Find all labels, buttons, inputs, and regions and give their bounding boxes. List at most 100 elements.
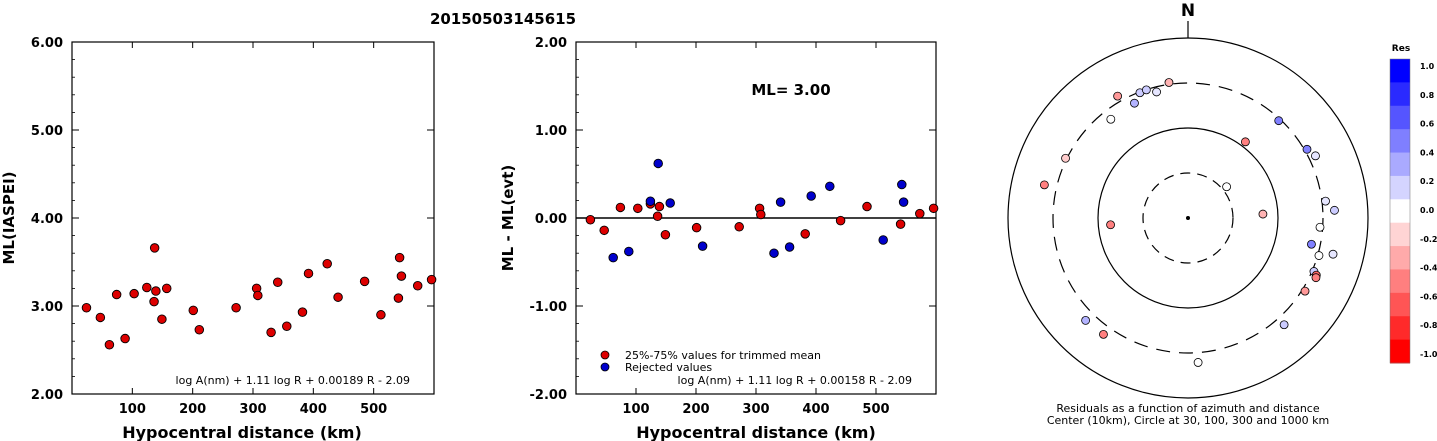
circle-300km: [1052, 82, 1324, 354]
page-title: 20150503145615: [430, 10, 576, 28]
ml-x-tick-label: 100: [119, 402, 146, 417]
station-residual-point: [1039, 180, 1049, 190]
colorbar-swatch: [1390, 246, 1410, 270]
colorbar-swatch: [1390, 152, 1410, 177]
ml-data-point: [111, 289, 122, 300]
station-residual-point: [1307, 239, 1316, 249]
residual-y-tick-label: 1.00: [535, 124, 567, 139]
residual-y-tick-label: 0.00: [535, 212, 567, 227]
station-residual-point: [1106, 220, 1115, 230]
residual-x-axis-label: Hypocentral distance (km): [636, 423, 876, 441]
ml-data-point: [194, 325, 205, 335]
ml-data-point: [396, 271, 407, 281]
legend-label-rejected: Rejected values: [625, 361, 712, 374]
colorbar-swatch: [1390, 292, 1410, 317]
station-residual-point: [1141, 85, 1151, 95]
rejected-data-point: [653, 158, 663, 169]
circle-30km: [1142, 172, 1234, 264]
ml-data-point: [393, 293, 404, 303]
ml-x-tick-label: 400: [300, 402, 327, 417]
residual-y-tick-label: 2.00: [535, 36, 567, 51]
ml-y-tick-label: 6.00: [31, 36, 63, 51]
colorbar-swatch: [1390, 222, 1410, 247]
colorbar-swatch: [1390, 175, 1410, 200]
rejected-data-point: [775, 197, 786, 207]
ml-data-point: [333, 292, 343, 302]
station-residual-point: [1106, 114, 1116, 124]
ml-data-point: [297, 307, 308, 317]
colorbar-swatch: [1390, 269, 1410, 294]
residual-x-tick-label: 200: [682, 402, 709, 417]
station-residual-point: [1321, 196, 1330, 206]
ml-data-point: [426, 274, 437, 285]
north-label: N: [1181, 1, 1195, 21]
center-marker: [1186, 216, 1190, 220]
legend-marker-rejected: [600, 362, 610, 372]
colorbar-tick-label: -0.2: [1420, 235, 1437, 244]
event-magnitude-label: ML= 3.00: [751, 81, 830, 99]
colorbar-frame: [1389, 58, 1411, 364]
station-residual-point: [1279, 320, 1289, 330]
ml-data-point: [322, 259, 332, 269]
ml-data-point: [282, 321, 292, 331]
station-residual-point: [1099, 329, 1108, 339]
legend-label-trimmed: 25%-75% values for trimmed mean: [625, 349, 821, 362]
station-residual-point: [1311, 151, 1320, 161]
trimmed-data-point: [633, 203, 643, 214]
ml-y-tick-label: 4.00: [31, 212, 63, 227]
rejected-data-point: [784, 242, 795, 252]
ml-data-point: [359, 276, 370, 287]
ml-formula: log A(nm) + 1.11 log R + 0.00189 R - 2.0…: [176, 374, 410, 387]
station-residual-point: [1300, 286, 1310, 296]
trimmed-data-point: [835, 215, 846, 226]
trimmed-data-point: [800, 229, 810, 239]
ml-data-point: [266, 327, 276, 338]
station-residual-point: [1113, 91, 1123, 101]
ml-x-tick-label: 300: [239, 402, 266, 417]
ml-data-point: [231, 303, 241, 313]
rejected-data-point: [697, 241, 708, 251]
trimmed-data-point: [615, 202, 626, 213]
residual-x-tick-label: 400: [802, 402, 829, 417]
ml-data-point: [161, 283, 172, 294]
trimmed-data-point: [585, 215, 596, 225]
rejected-data-point: [665, 198, 675, 208]
colorbar-swatch: [1390, 199, 1410, 224]
ml-x-tick-label: 200: [179, 402, 206, 417]
trimmed-data-point: [915, 208, 925, 219]
rejected-data-point: [624, 246, 634, 257]
ml-y-tick-label: 5.00: [31, 124, 63, 139]
ml-data-point: [149, 243, 160, 253]
colorbar-tick-label: 0.6: [1420, 120, 1435, 129]
ml-data-point: [104, 339, 115, 350]
station-residual-point: [1164, 78, 1174, 87]
ml-y-tick-label: 3.00: [31, 300, 63, 315]
station-residual-point: [1258, 209, 1268, 219]
rejected-data-point: [825, 181, 835, 192]
colorbar-tick-label: -0.4: [1420, 264, 1437, 273]
colorbar-swatch: [1390, 105, 1410, 130]
legend-marker-trimmed: [600, 350, 610, 360]
colorbar-swatch: [1390, 59, 1410, 83]
station-residual-point: [1152, 87, 1161, 97]
ml-y-tick-label: 2.00: [31, 388, 63, 403]
trimmed-data-point: [928, 203, 939, 214]
ml-y-axis-label: ML(IASPEI): [0, 171, 18, 264]
colorbar-tick-label: 0.8: [1420, 91, 1435, 100]
station-residual-point: [1314, 251, 1324, 260]
colorbar-tick-label: -1.0: [1420, 350, 1437, 359]
ml-x-tick-label: 500: [360, 402, 387, 417]
trimmed-data-point: [652, 211, 663, 221]
residual-y-tick-label: -2.00: [530, 388, 567, 403]
ml-data-point: [272, 277, 283, 287]
ml-data-point: [151, 286, 161, 296]
ml-data-point: [188, 305, 199, 316]
station-residual-point: [1274, 116, 1284, 126]
station-residual-point: [1330, 205, 1339, 215]
ml-iaspei-panel: ML(IASPEI) Hypocentral distance (km) log…: [0, 36, 437, 441]
ml-data-point: [394, 252, 405, 263]
residual-y-tick-label: -1.00: [530, 300, 567, 315]
ml-data-point: [376, 310, 386, 320]
station-residual-point: [1061, 153, 1070, 163]
